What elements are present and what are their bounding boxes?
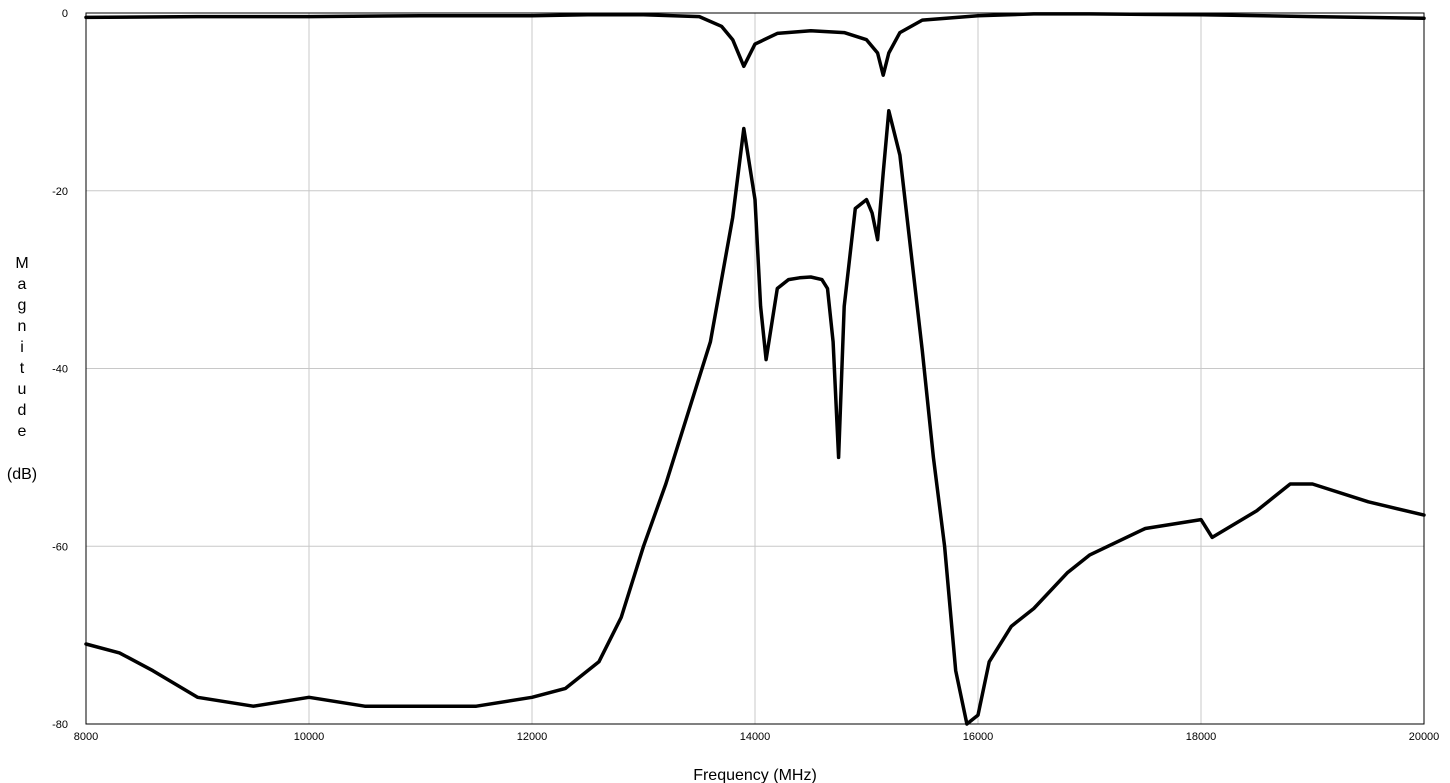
- y-label-letter: e: [18, 423, 27, 440]
- y-label-letter: a: [18, 276, 27, 293]
- data-series: [84, 12, 1426, 726]
- y-tick-label: -60: [52, 541, 68, 553]
- x-axis-label: Frequency (MHz): [693, 767, 817, 783]
- x-tick-label: 20000: [1409, 731, 1440, 743]
- y-tick-label: -40: [52, 364, 68, 376]
- y-label-letter: g: [18, 297, 27, 314]
- x-tick-label: 18000: [1186, 731, 1217, 743]
- y-label-letter: u: [18, 381, 27, 398]
- plot-frame: [85, 12, 1425, 725]
- x-tick-label: 16000: [963, 731, 994, 743]
- series-line-2: [84, 109, 1426, 726]
- y-label-unit: (dB): [7, 466, 37, 483]
- grid: [85, 12, 1425, 725]
- x-tick-label: 12000: [517, 731, 548, 743]
- y-label-letter: t: [20, 360, 25, 377]
- y-label-letter: n: [18, 318, 27, 335]
- x-axis-ticks: 8000 10000 12000 14000 16000 18000 20000: [74, 731, 1440, 743]
- y-tick-label: -20: [52, 186, 68, 198]
- x-tick-label: 10000: [294, 731, 325, 743]
- series-line-1: [84, 12, 1426, 77]
- y-label-letter: M: [15, 255, 28, 272]
- y-label-letter: d: [18, 402, 27, 419]
- y-tick-label: -80: [52, 719, 68, 731]
- y-tick-label: 0: [62, 8, 68, 20]
- y-label-letter: i: [20, 339, 24, 356]
- x-tick-label: 14000: [740, 731, 771, 743]
- x-tick-label: 8000: [74, 731, 98, 743]
- y-axis-ticks: 0 -20 -40 -60 -80: [52, 8, 68, 731]
